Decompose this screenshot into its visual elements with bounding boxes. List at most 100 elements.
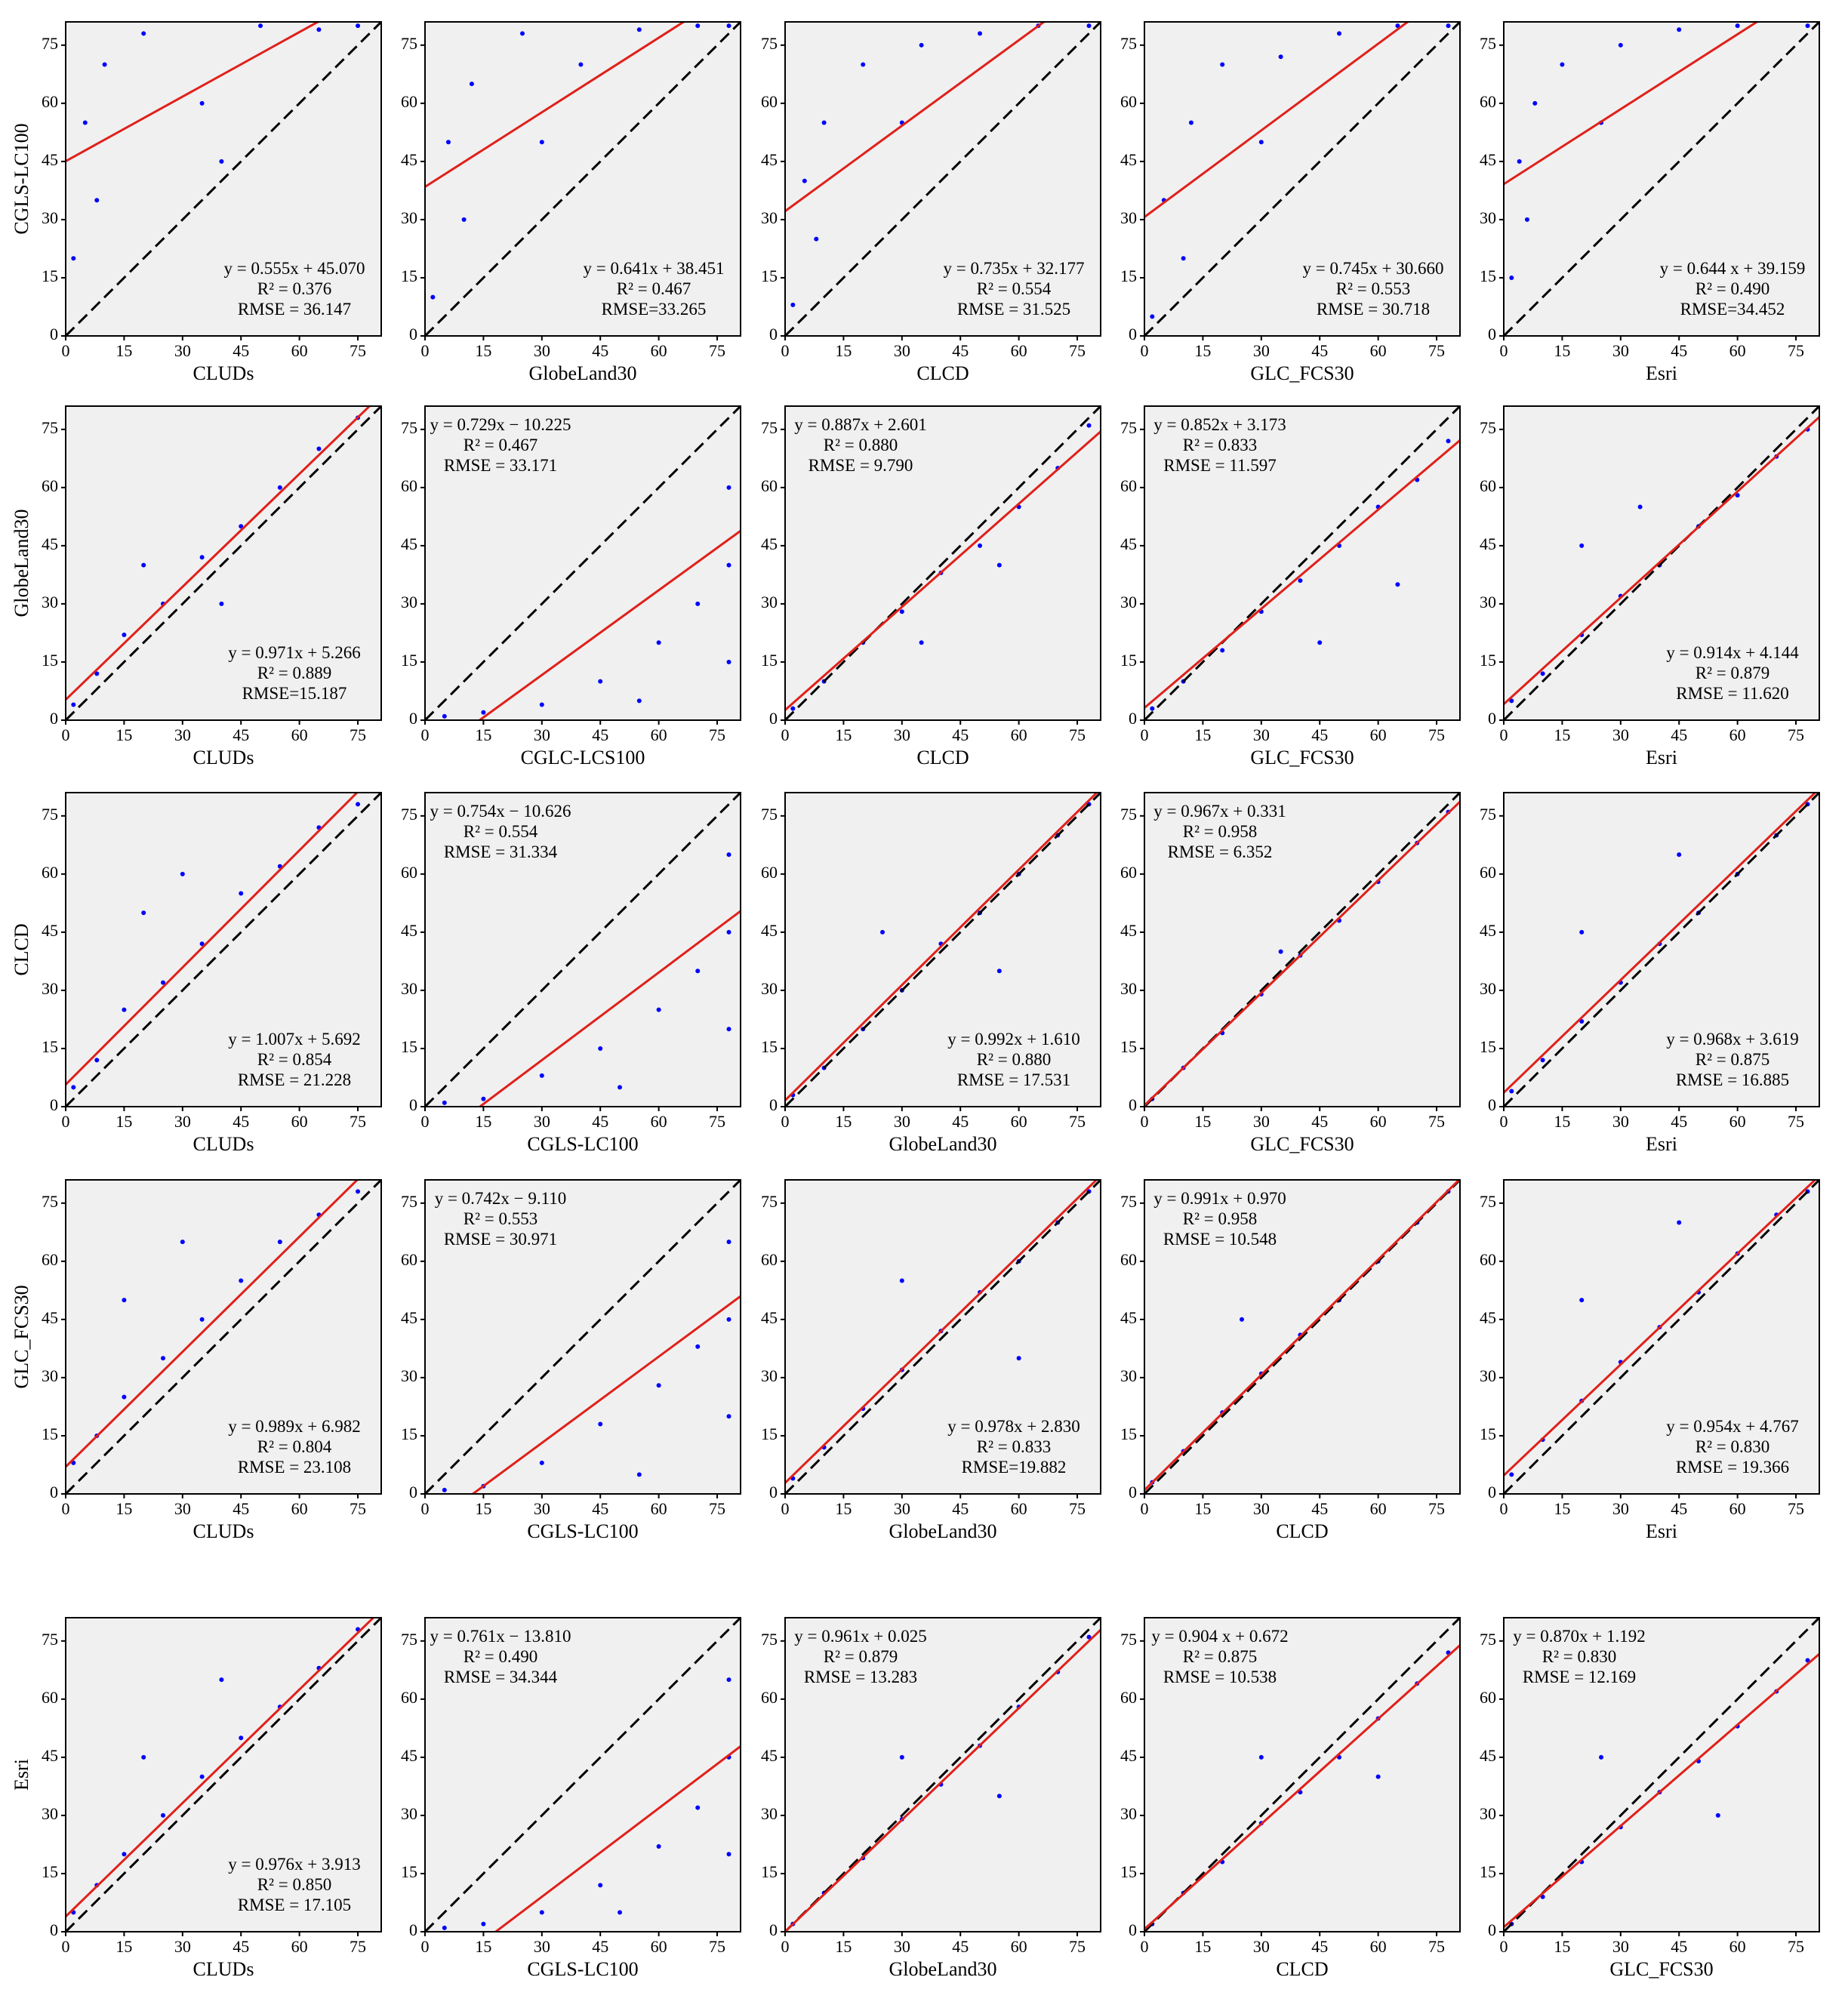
annotation: R² = 0.875 bbox=[1696, 1050, 1769, 1069]
annotation: RMSE = 30.718 bbox=[1317, 300, 1430, 319]
point bbox=[996, 969, 1002, 974]
fit-line bbox=[470, 1295, 741, 1494]
x-tick-label: 30 bbox=[174, 725, 191, 744]
annotation: y = 0.754x − 10.626 bbox=[430, 802, 571, 821]
x-tick-label: 30 bbox=[534, 1499, 550, 1518]
x-tick-label: 75 bbox=[350, 1499, 366, 1518]
annotation: R² = 0.879 bbox=[824, 1647, 898, 1666]
one-to-one-line bbox=[425, 406, 741, 720]
x-tick-label: 15 bbox=[1194, 341, 1211, 360]
y-tick-label: 75 bbox=[1480, 805, 1496, 824]
annotation: y = 0.976x + 3.913 bbox=[228, 1855, 360, 1874]
y-tick-label: 15 bbox=[1120, 1862, 1137, 1881]
point bbox=[1278, 54, 1283, 60]
point bbox=[122, 1852, 127, 1857]
annotation: y = 0.968x + 3.619 bbox=[1666, 1030, 1798, 1049]
x-tick-label: 45 bbox=[592, 1112, 608, 1131]
x-tick-label: 45 bbox=[1311, 1937, 1328, 1956]
x-tick-label: 15 bbox=[475, 1499, 491, 1518]
x-tick-label: 45 bbox=[952, 1112, 969, 1131]
y-tick-label: 0 bbox=[1488, 325, 1496, 343]
point bbox=[481, 1921, 486, 1926]
y-tick-label: 75 bbox=[1480, 1192, 1496, 1211]
point bbox=[978, 31, 983, 36]
point bbox=[161, 1812, 166, 1818]
x-tick-label: 60 bbox=[1011, 1937, 1027, 1956]
x-axis-label: GlobeLand30 bbox=[889, 1958, 997, 1980]
one-to-one-line bbox=[1504, 1180, 1819, 1494]
x-axis-label: Esri bbox=[1646, 747, 1677, 768]
point bbox=[695, 23, 701, 29]
x-tick-label: 15 bbox=[475, 1112, 491, 1131]
point bbox=[636, 27, 642, 32]
points bbox=[442, 1240, 732, 1492]
plot-frame bbox=[424, 792, 741, 1107]
fit-line bbox=[425, 22, 686, 188]
one-to-one-line bbox=[785, 406, 1101, 720]
point bbox=[1150, 314, 1155, 319]
x-tick-label: 45 bbox=[952, 1499, 969, 1518]
x-tick-label: 0 bbox=[421, 1112, 430, 1131]
points bbox=[71, 1189, 361, 1465]
x-tick-label: 30 bbox=[534, 725, 550, 744]
point bbox=[1509, 1472, 1514, 1477]
fit-line bbox=[1504, 22, 1760, 186]
x-tick-label: 75 bbox=[1069, 341, 1086, 360]
x-tick-label: 60 bbox=[1729, 341, 1746, 360]
panel: 0 15 30 45 60 75 0 15 30 45 60 75 GLC_FCS30 y = 0.967… bbox=[1120, 792, 1461, 1155]
y-tick-label: 60 bbox=[761, 1688, 778, 1707]
x-tick-label: 45 bbox=[1671, 1937, 1687, 1956]
x-tick-label: 60 bbox=[651, 1112, 667, 1131]
panel: 0 15 30 45 60 75 0 15 30 45 60 75 CGLS-LC100 y = 0.74… bbox=[401, 1179, 741, 1542]
y-tick-label: 60 bbox=[1480, 1688, 1496, 1707]
y-tick-label: 60 bbox=[1120, 1250, 1137, 1269]
y-tick-label: 45 bbox=[42, 1308, 58, 1327]
y-tick-label: 0 bbox=[409, 1095, 417, 1114]
x-tick-label: 0 bbox=[781, 725, 790, 744]
plot-frame bbox=[1144, 1617, 1461, 1932]
y-tick-label: 0 bbox=[769, 1095, 778, 1114]
panel: 0 15 30 45 60 75 0 15 30 45 60 75 GlobeLand30 y = 0.9… bbox=[761, 792, 1101, 1155]
point bbox=[180, 1240, 185, 1245]
plot-frame bbox=[65, 792, 382, 1107]
plot-frame bbox=[784, 1617, 1101, 1932]
point bbox=[1599, 1754, 1604, 1760]
one-to-one-line bbox=[425, 1180, 741, 1494]
x-tick-label: 30 bbox=[1253, 725, 1270, 744]
x-tick-label: 15 bbox=[1194, 1499, 1211, 1518]
y-tick-label: 75 bbox=[1120, 805, 1137, 824]
point bbox=[141, 910, 146, 916]
y-tick-label: 60 bbox=[401, 476, 417, 495]
annotation: R² = 0.467 bbox=[617, 279, 691, 298]
x-tick-label: 15 bbox=[475, 1937, 491, 1956]
one-to-one-line bbox=[785, 793, 1101, 1107]
annotation: RMSE = 31.525 bbox=[957, 300, 1070, 319]
x-tick-label: 15 bbox=[835, 1112, 852, 1131]
x-axis-label: CLCD bbox=[1276, 1958, 1328, 1980]
y-tick-label: 45 bbox=[1480, 534, 1496, 553]
x-tick-label: 30 bbox=[1612, 1937, 1629, 1956]
y-tick-label: 0 bbox=[50, 1483, 58, 1501]
y-tick-label: 0 bbox=[769, 709, 778, 728]
y-tick-label: 0 bbox=[769, 325, 778, 343]
y-tick-label: 75 bbox=[401, 1192, 417, 1211]
annotation: RMSE=34.452 bbox=[1680, 300, 1785, 319]
annotation: R² = 0.833 bbox=[1183, 436, 1257, 454]
x-axis-label: CGLS-LC100 bbox=[527, 1958, 638, 1980]
y-tick-label: 30 bbox=[401, 979, 417, 998]
x-tick-label: 60 bbox=[1729, 1937, 1746, 1956]
point bbox=[578, 62, 584, 67]
x-tick-label: 60 bbox=[651, 725, 667, 744]
panel: 0 15 30 45 60 75 0 15 30 45 60 75 GlobeLand30 y = 0.9… bbox=[761, 1179, 1101, 1542]
point bbox=[102, 62, 107, 67]
plot-frame bbox=[1503, 1617, 1820, 1932]
point bbox=[726, 929, 732, 935]
x-tick-label: 0 bbox=[1500, 1937, 1508, 1956]
panel: 0 15 30 45 60 75 0 15 30 45 60 75 GlobeLand30 y = 0.6… bbox=[401, 21, 741, 384]
x-tick-label: 15 bbox=[475, 341, 491, 360]
panel: 0 15 30 45 60 75 0 15 30 45 60 75 CLUDs GlobeLand30 y … bbox=[11, 405, 382, 768]
y-tick-label: 15 bbox=[761, 1862, 778, 1881]
y-tick-label: 75 bbox=[761, 1192, 778, 1211]
y-tick-label: 75 bbox=[1120, 34, 1137, 53]
point bbox=[1677, 1220, 1682, 1225]
